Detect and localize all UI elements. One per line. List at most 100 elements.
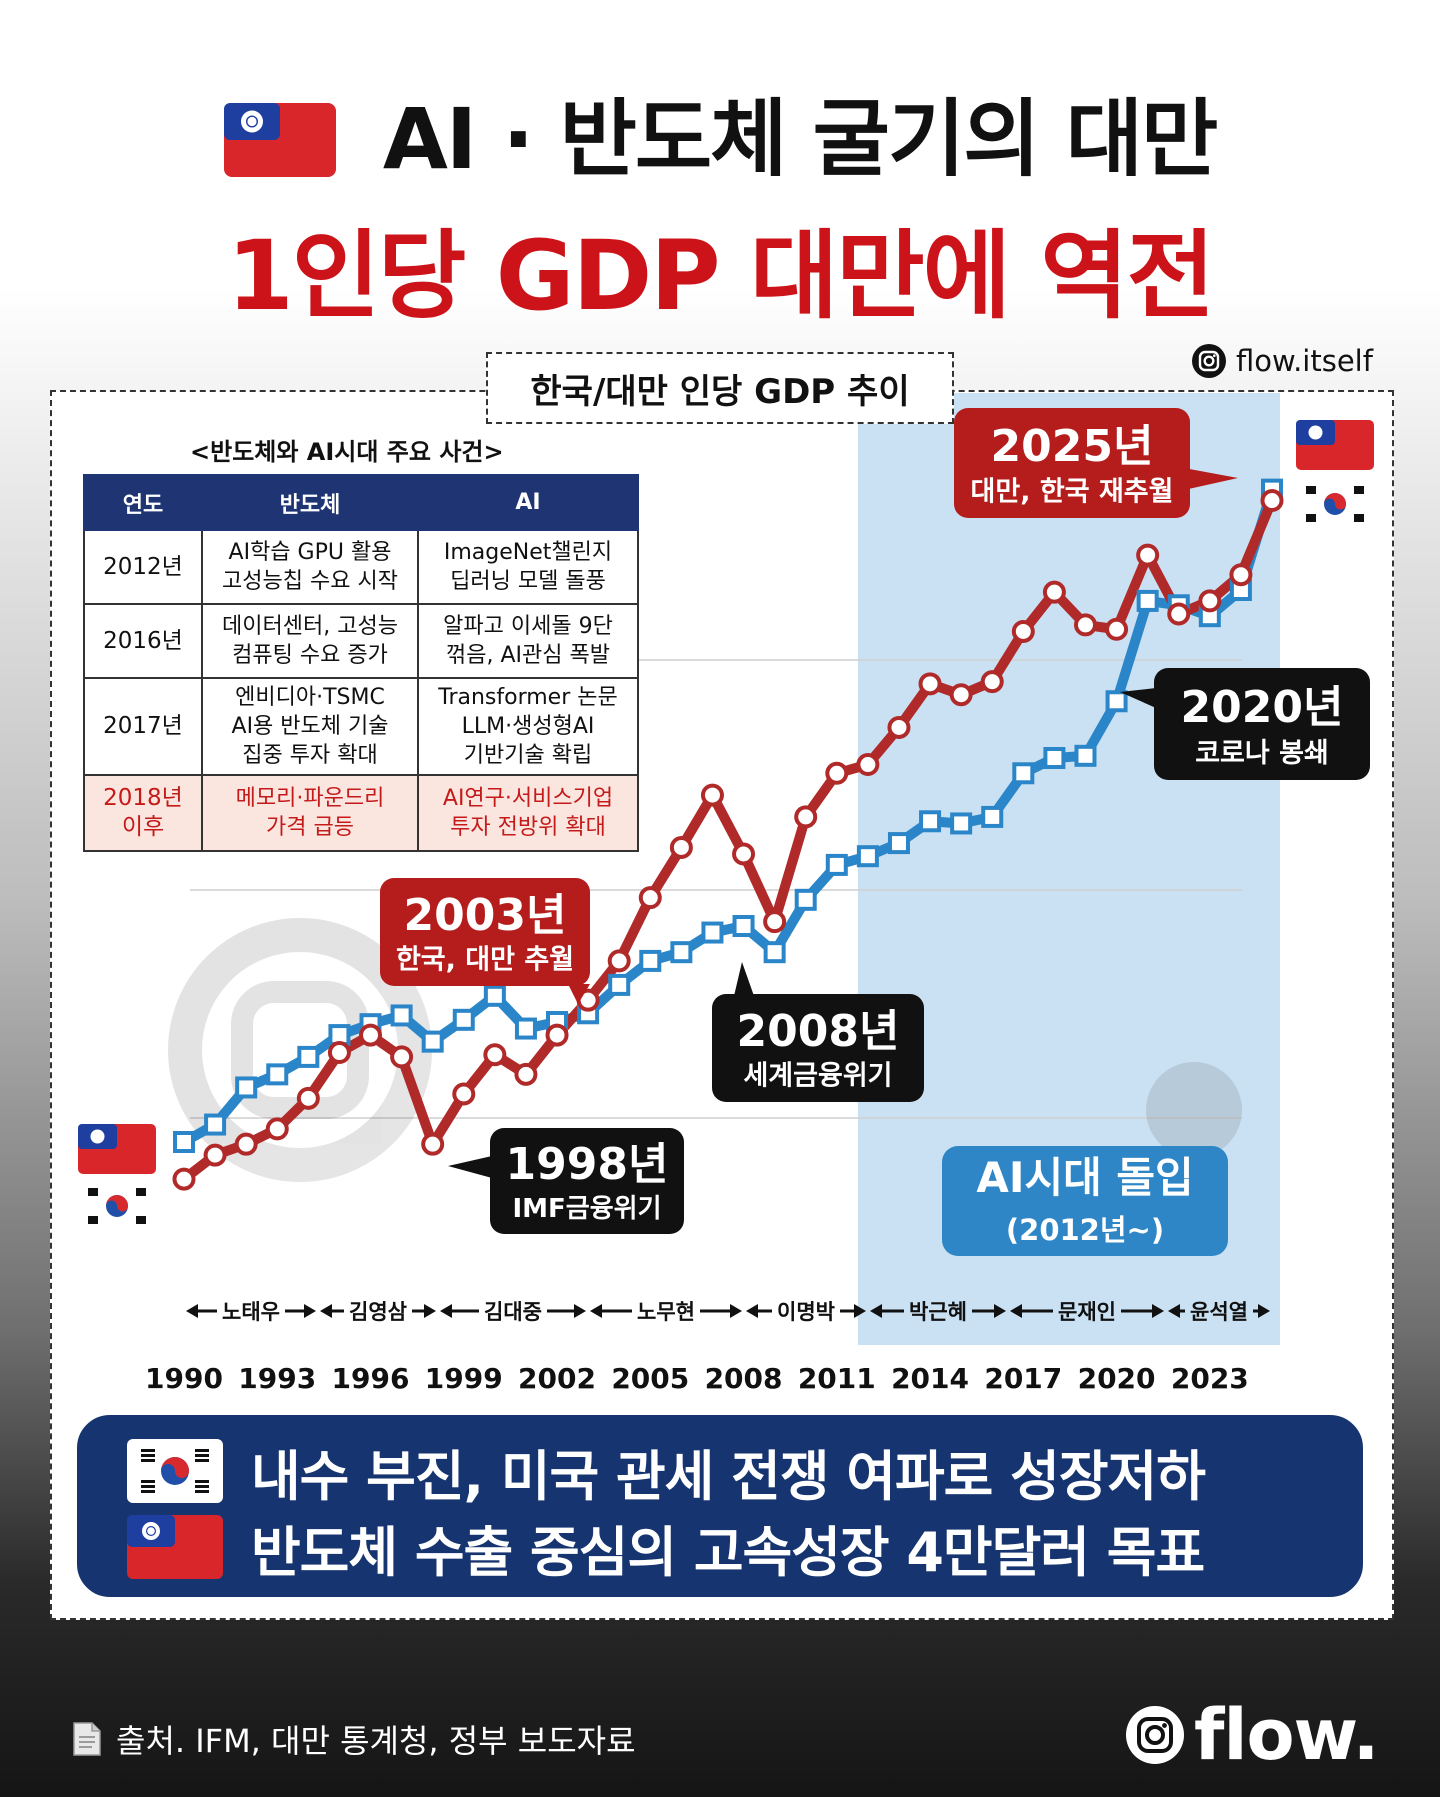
banner-line-korea: 내수 부진, 미국 관세 전쟁 여파로 성장저하 xyxy=(127,1433,1363,1509)
table-row: 2012년 AI학습 GPU 활용 고성능칩 수요 시작 ImageNet챌린지 딥러닝… xyxy=(83,529,639,605)
callout-box xyxy=(1154,668,1370,780)
data-point-taiwan xyxy=(794,888,817,911)
data-point-taiwan xyxy=(856,845,879,868)
banner-line-taiwan: 반도체 수출 중심의 고속성장 4만달러 목표 xyxy=(127,1509,1363,1585)
table-cell-year: 2012년 xyxy=(83,529,203,605)
data-point-korea xyxy=(265,1117,289,1141)
data-point-taiwan xyxy=(1012,762,1035,785)
president-term xyxy=(590,1296,742,1326)
flag-trigram xyxy=(88,1216,98,1224)
table-cell-line: 2018년 xyxy=(103,785,183,811)
korea-flag-icon xyxy=(1296,478,1374,530)
data-point-korea xyxy=(234,1132,258,1156)
table-cell-line: Transformer 논문 xyxy=(438,685,618,710)
x-tick-label: 1996 xyxy=(332,1362,410,1395)
data-point-korea xyxy=(452,1082,476,1106)
data-point-korea xyxy=(1260,489,1284,513)
term-label-bg xyxy=(217,1296,285,1326)
data-point-korea xyxy=(856,753,880,777)
president-term xyxy=(746,1296,866,1326)
term-label-bg xyxy=(479,1296,547,1326)
brand-logo: flow. xyxy=(1124,1694,1379,1776)
handle-text: flow.itself xyxy=(1236,344,1373,378)
taiwan-flag-icon xyxy=(223,103,336,178)
data-point-korea xyxy=(918,672,942,696)
term-label-bg xyxy=(904,1296,972,1326)
table-cell-line: 컴퓨팅 수요 증가 xyxy=(232,643,388,668)
term-arrow-left xyxy=(320,1304,332,1318)
table-cell-line: 집중 투자 확대 xyxy=(242,743,378,768)
data-point-taiwan xyxy=(1105,690,1128,713)
data-point-taiwan xyxy=(1136,589,1159,612)
term-arrow-left xyxy=(746,1304,758,1318)
data-point-taiwan xyxy=(452,1008,475,1031)
data-point-taiwan xyxy=(1043,747,1066,769)
table-cell-line: 고성능칩 수요 시작 xyxy=(222,569,398,594)
x-tick-label: 2005 xyxy=(611,1362,689,1395)
callout-y1998 xyxy=(448,1128,684,1234)
president-name: 문재인 xyxy=(1058,1300,1116,1324)
table-cell-line: 가격 급등 xyxy=(266,815,354,840)
callout-box xyxy=(380,878,590,986)
callout-subtitle: 한국, 대만 추월 xyxy=(396,945,574,976)
banner-text-taiwan: 반도체 수출 중심의 고속성장 4만달러 목표 xyxy=(251,1520,1205,1584)
taiwan-flag-icon xyxy=(127,1515,223,1579)
callout-subtitle: 코로나 봉쇄 xyxy=(1195,738,1329,769)
term-label-bg xyxy=(344,1296,412,1326)
president-term xyxy=(186,1296,316,1326)
callout-y2008 xyxy=(712,962,924,1102)
callout-subtitle: 세계금융위기 xyxy=(743,1061,892,1092)
president-name: 박근혜 xyxy=(909,1300,967,1324)
table-caption: <반도체와 AI시대 주요 사건> xyxy=(190,438,504,466)
ai-era-box xyxy=(942,1146,1228,1256)
president-term xyxy=(320,1296,436,1326)
data-point-taiwan xyxy=(483,984,506,1007)
table-cell-ai: 알파고 이세돌 9단 꺾음, AI관심 폭발 xyxy=(417,603,639,679)
callout-title: 1998년 xyxy=(506,1139,669,1190)
x-tick-label: 1993 xyxy=(238,1362,316,1395)
term-arrow-right xyxy=(730,1304,742,1318)
data-point-korea xyxy=(1042,580,1066,604)
term-arrow-left xyxy=(1168,1304,1180,1318)
data-point-korea xyxy=(1229,563,1253,587)
page-subtitle: 1인당 GDP 대만에 역전 xyxy=(226,220,1215,332)
x-tick-label: 2011 xyxy=(798,1362,876,1395)
callout-y2025 xyxy=(954,408,1238,518)
flag-taegeuk-red xyxy=(106,1195,128,1212)
data-point-korea xyxy=(1198,589,1222,613)
term-arrow-left xyxy=(440,1304,452,1318)
flag-sun xyxy=(90,1129,105,1144)
term-arrow-left xyxy=(1010,1304,1022,1318)
data-point-korea xyxy=(421,1132,445,1156)
president-name: 노무현 xyxy=(637,1300,695,1324)
table-cell-semi: 메모리·파운드리 가격 급등 xyxy=(201,774,419,852)
callout-title: 2008년 xyxy=(737,1006,900,1057)
president-term xyxy=(870,1296,1006,1326)
data-point-korea xyxy=(607,949,631,973)
table-cell-line: 데이터센터, 고성능 xyxy=(222,614,398,639)
callout-y2020 xyxy=(1120,668,1370,780)
data-point-korea xyxy=(887,715,911,739)
korea-flag-icon xyxy=(127,1439,223,1503)
table-row: 2016년 데이터센터, 고성능 컴퓨팅 수요 증가 알파고 이세돌 9단 꺾음, AI… xyxy=(83,603,639,679)
term-arrow-right xyxy=(1152,1304,1164,1318)
table-cell-semi: AI학습 GPU 활용 고성능칩 수요 시작 xyxy=(201,529,419,605)
ai-era-callout xyxy=(942,1146,1228,1256)
table-cell-line: 기반기술 확립 xyxy=(463,743,593,768)
data-point-taiwan xyxy=(701,921,724,944)
callout-pointer xyxy=(448,1156,492,1178)
table-cell-semi: 엔비디아·TSMC AI용 반도체 기술 집중 투자 확대 xyxy=(201,677,419,776)
callout-pointer xyxy=(568,984,590,1004)
ai-era-title: AI시대 돌입 xyxy=(976,1153,1193,1202)
term-label-bg xyxy=(1053,1296,1121,1326)
president-name: 윤석열 xyxy=(1190,1300,1248,1324)
data-point-taiwan xyxy=(639,949,662,972)
flag-trigram xyxy=(1306,514,1316,522)
table-cell-year: 2018년 이후 xyxy=(83,774,203,852)
data-point-taiwan xyxy=(608,973,631,996)
data-point-korea xyxy=(794,805,818,829)
table-cell-line: LLM·생성형AI xyxy=(461,714,595,739)
term-arrow-right xyxy=(424,1304,436,1318)
instagram-handle[interactable]: flow.itself xyxy=(1192,344,1373,378)
